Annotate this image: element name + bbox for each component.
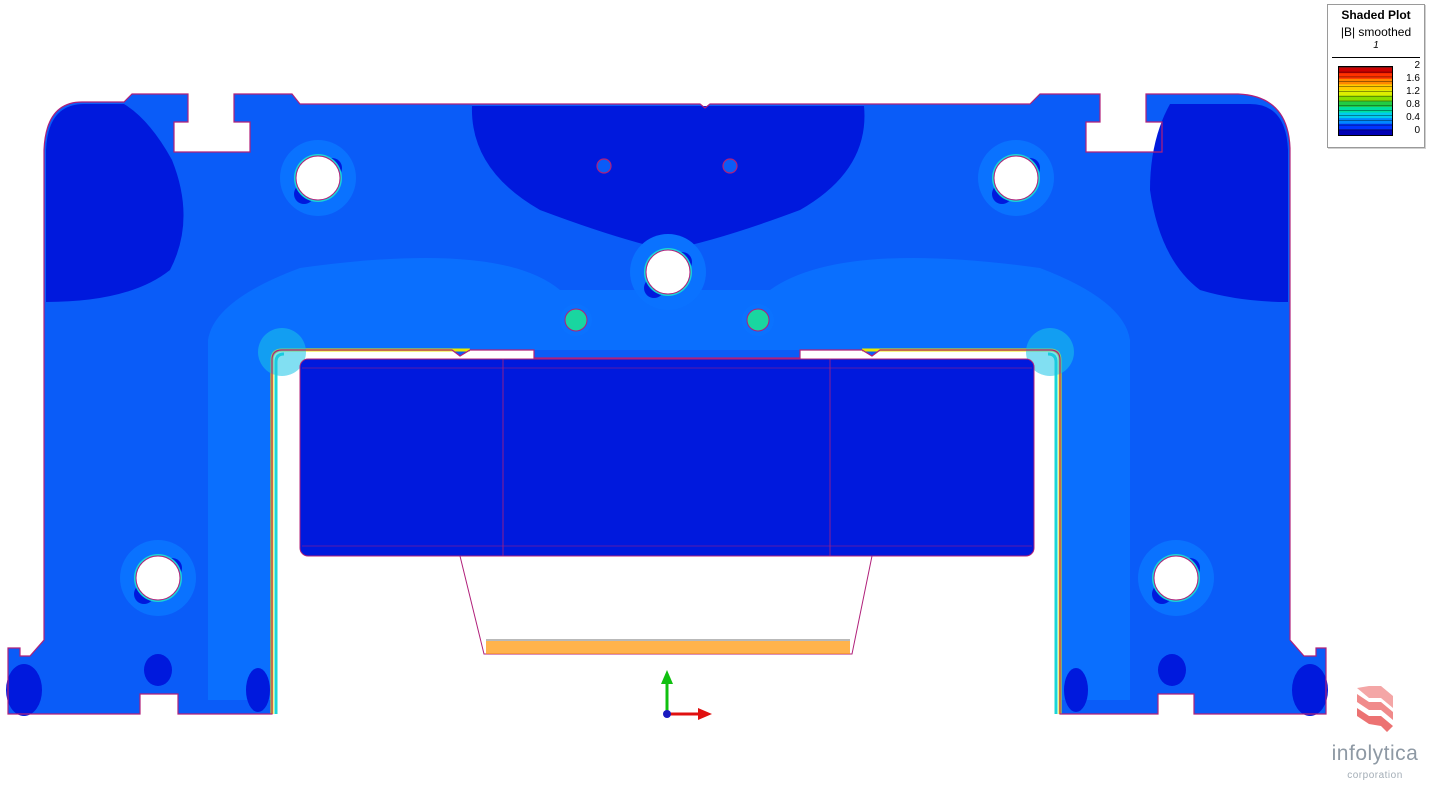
legend-color-band <box>1339 117 1392 124</box>
logo-subtitle: corporation <box>1347 770 1403 781</box>
legend-color-band <box>1339 129 1392 135</box>
bolt-hole <box>295 155 341 201</box>
small-hole <box>722 158 738 174</box>
stator-outline <box>7 93 1327 715</box>
foot-blob <box>144 654 172 686</box>
foot-blob <box>246 668 270 712</box>
legend-color-band <box>1339 123 1392 130</box>
infolytica-logo: infolytica corporation <box>1325 686 1425 786</box>
logo-mark-icon <box>1357 686 1393 732</box>
stator-body <box>8 94 1326 714</box>
legend-tick-label: 1.2 <box>1406 86 1420 97</box>
legend-color-band <box>1339 78 1392 85</box>
shaded-plot-legend: Shaded Plot |B| smoothed 1 2 1.6 1.2 0.8 0.4… <box>1327 4 1425 148</box>
window-edge-right-inner <box>1047 352 1058 714</box>
legend-color-band <box>1339 72 1392 79</box>
filled-hole <box>746 308 770 332</box>
armature-hot-edge <box>486 641 850 654</box>
corner-hotspot <box>258 328 306 376</box>
bolt-hole <box>993 155 1039 201</box>
legend-color-bar <box>1338 66 1393 136</box>
legend-separator <box>1332 57 1420 58</box>
legend-title: Shaded Plot <box>1341 8 1411 22</box>
legend-step: 1 <box>1373 40 1379 51</box>
legend-tick-label: 1.6 <box>1406 73 1420 84</box>
flux-band <box>208 257 1130 700</box>
bolt-hole <box>135 555 181 601</box>
corner-hotspot <box>1026 328 1074 376</box>
axis-x-arrow <box>698 708 712 720</box>
legend-tick-label: 0.4 <box>1406 112 1420 123</box>
legend-color-band <box>1339 89 1392 96</box>
legend-quantity: |B| smoothed <box>1340 25 1412 39</box>
coil-block <box>299 358 1035 557</box>
legend-tick-label: 0.8 <box>1406 99 1420 110</box>
armature-inner <box>479 556 855 596</box>
foot-blob <box>1064 668 1088 712</box>
foot-blob <box>6 664 42 716</box>
legend-color-band <box>1339 95 1392 102</box>
legend-color-band <box>1339 101 1392 107</box>
armature <box>459 555 873 655</box>
stator-corner-right <box>1150 104 1288 302</box>
bolt-hole <box>645 249 691 295</box>
legend-color-band <box>1339 112 1392 119</box>
foot-blob <box>1292 664 1328 716</box>
window-edge-left-inner <box>274 352 285 714</box>
axis-origin <box>663 710 671 718</box>
axis-y-arrow <box>661 670 673 684</box>
legend-color-band <box>1339 67 1392 74</box>
legend-tick-label: 2 <box>1414 60 1420 71</box>
filled-hole <box>564 308 588 332</box>
stator-top-lobe <box>471 106 865 250</box>
legend-color-band <box>1339 84 1392 91</box>
legend-tick-label: 0 <box>1414 125 1420 136</box>
logo-name: infolytica <box>1331 742 1419 765</box>
bolt-hole <box>1153 555 1199 601</box>
foot-blob <box>1158 654 1186 686</box>
small-hole <box>596 158 612 174</box>
legend-color-band <box>1339 106 1392 113</box>
stator-corner-left <box>46 104 184 302</box>
